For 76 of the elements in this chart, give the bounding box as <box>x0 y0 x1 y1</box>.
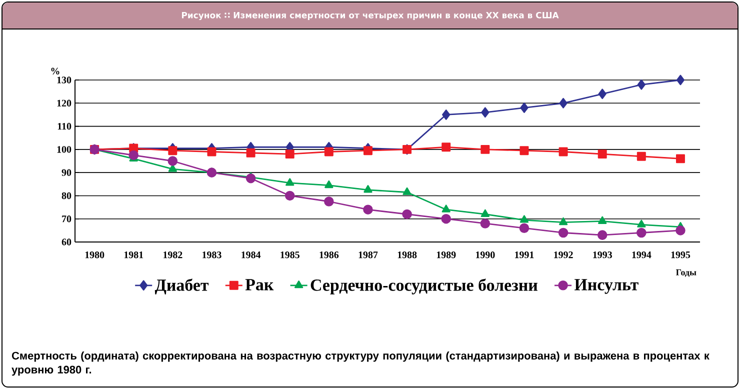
point <box>285 150 294 159</box>
point <box>676 226 686 236</box>
x-tick-label: 1984 <box>242 251 261 258</box>
point <box>441 214 451 224</box>
point <box>442 204 450 212</box>
point <box>520 102 528 113</box>
x-tick-label: 1988 <box>398 251 417 258</box>
point <box>598 88 606 100</box>
x-tick-label: 1991 <box>515 252 534 258</box>
x-tick-label: 1980 <box>85 251 104 258</box>
point <box>520 215 529 223</box>
x-axis-title: Годы <box>676 269 696 277</box>
point <box>480 218 490 228</box>
y-tick-label: 90 <box>62 169 72 176</box>
point <box>363 204 373 214</box>
x-tick-label: 1989 <box>436 251 456 258</box>
x-tick-label: 1982 <box>164 251 182 258</box>
x-tick-label: 1981 <box>124 251 144 258</box>
point <box>168 156 178 166</box>
x-tick-label: 1995 <box>671 252 690 258</box>
point <box>207 147 216 156</box>
point <box>597 230 608 240</box>
point <box>598 150 607 159</box>
x-tick-label: 1986 <box>320 251 339 258</box>
x-tick-label: 1992 <box>554 252 573 258</box>
x-tick-label: 1985 <box>280 251 300 258</box>
point <box>246 173 256 184</box>
text: Смертность (ордината) скорректирована на возрастную структуру популяции (стандартизирована) и выражена в процентах к уровню 1980 г. <box>12 352 710 376</box>
point <box>520 146 529 156</box>
legend-label: Инсульт <box>574 279 638 294</box>
y-tick-label: 60 <box>62 238 72 246</box>
point <box>128 150 138 160</box>
x-tick-label: 1983 <box>202 251 222 258</box>
point <box>324 180 334 188</box>
point <box>246 148 256 158</box>
legend-label: Рак <box>245 279 274 290</box>
point <box>636 152 646 161</box>
point <box>558 217 568 226</box>
point <box>363 146 372 156</box>
point <box>284 190 295 201</box>
chart-title: Рисунок ∷ Изменения смертности от четырех причин в конце XX века в США <box>182 12 559 20</box>
point <box>324 147 334 156</box>
point <box>324 196 334 206</box>
point <box>559 98 568 108</box>
point <box>558 228 568 238</box>
point <box>558 147 568 156</box>
point <box>598 216 607 224</box>
y-tick-label: 100 <box>57 146 72 153</box>
x-tick-label: 1994 <box>632 252 652 258</box>
y-tick-label: 70 <box>62 215 72 222</box>
point <box>676 74 685 86</box>
point <box>636 228 646 238</box>
y-tick-label: 110 <box>58 122 72 130</box>
x-tick-label: 1993 <box>593 252 612 258</box>
x-tick-label: 1987 <box>358 251 378 258</box>
point <box>481 107 490 118</box>
point <box>480 209 490 218</box>
point <box>637 79 646 90</box>
point <box>637 220 646 228</box>
point <box>519 223 530 233</box>
y-tick-label: 130 <box>57 76 72 84</box>
point <box>402 209 412 220</box>
point <box>442 142 451 152</box>
point <box>402 187 412 196</box>
point <box>286 178 294 186</box>
point <box>168 146 178 156</box>
y-tick-label: 120 <box>57 100 72 107</box>
y-tick-label: 80 <box>62 192 72 200</box>
point <box>364 185 372 193</box>
x-tick-label: 1990 <box>476 251 495 258</box>
y-axis-title: % <box>51 68 60 74</box>
legend-label: Сердечно-сосудистые болезни <box>310 278 538 294</box>
legend-label: Диабет <box>154 278 209 294</box>
point <box>442 110 450 120</box>
point <box>676 154 685 164</box>
point <box>480 144 490 154</box>
